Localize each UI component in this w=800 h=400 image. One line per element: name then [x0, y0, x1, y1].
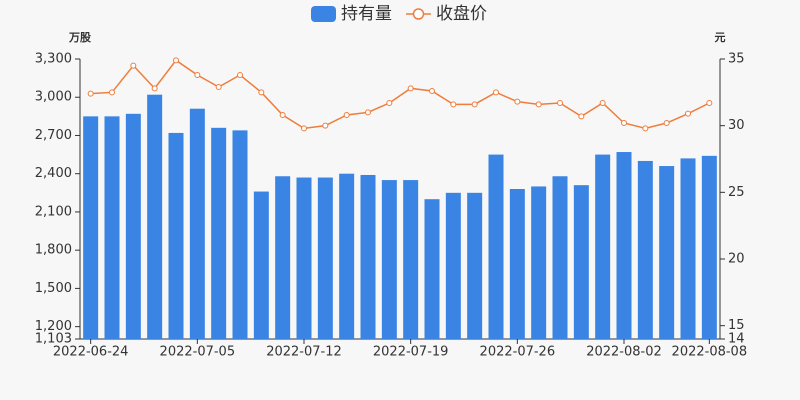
price-point [87, 90, 94, 97]
bar [83, 116, 99, 340]
y-tick-label: 2,100 [35, 204, 72, 219]
bar [275, 176, 291, 339]
x-tick-label: 2022-07-19 [373, 345, 449, 360]
price-point [151, 85, 158, 92]
price-point [407, 85, 414, 92]
price-point [215, 84, 222, 90]
bar [531, 186, 547, 339]
price-point [173, 57, 179, 64]
x-tick-label: 2022-07-26 [480, 345, 556, 360]
price-point [365, 109, 371, 116]
y2-tick-label: 25 [728, 185, 745, 200]
bar [360, 174, 376, 339]
price-point [706, 100, 713, 106]
price-point [514, 98, 521, 105]
x-tick-label: 2022-06-24 [53, 345, 129, 360]
bar [424, 199, 440, 339]
price-point [237, 72, 243, 78]
bar [659, 166, 675, 339]
bar [168, 132, 184, 339]
bar [317, 177, 333, 339]
y2-tick-label: 15 [728, 318, 745, 333]
y-tick-label: 2,400 [35, 166, 72, 181]
price-line [90, 59, 710, 130]
price-point [130, 62, 137, 69]
price-point [301, 125, 307, 132]
price-point [599, 100, 606, 106]
legend-swatch [412, 8, 425, 20]
y2-tick-label: 20 [728, 252, 745, 267]
y2-tick-label: 14 [728, 332, 745, 347]
price-point [279, 112, 286, 118]
legend-swatch [311, 6, 336, 22]
price-point [386, 100, 393, 106]
bar [616, 152, 632, 339]
price-point [194, 72, 201, 78]
bar [488, 154, 504, 339]
price-point [471, 101, 478, 108]
bar [104, 116, 120, 340]
y-unit: 万股 [68, 31, 92, 44]
bar [381, 180, 397, 339]
bar [211, 127, 227, 339]
price-point [685, 110, 691, 117]
bar [125, 113, 141, 339]
y-tick-label: 3,000 [35, 90, 72, 105]
price-point [450, 101, 457, 108]
y-tick-label: 1,800 [35, 243, 72, 258]
x-tick-label: 2022-08-02 [586, 345, 662, 360]
y-tick-label: 3,300 [35, 52, 72, 67]
y2-tick-label: 30 [728, 118, 745, 133]
price-point [621, 120, 627, 126]
price-point [429, 88, 435, 94]
price-point [258, 89, 265, 96]
x-tick-label: 2022-08-08 [672, 345, 748, 360]
price-point [109, 89, 115, 96]
bar [189, 108, 205, 340]
price-point [642, 125, 649, 132]
price-point [322, 122, 329, 129]
bar [595, 154, 611, 339]
bar [147, 94, 163, 339]
y-tick-label: 1,200 [35, 319, 72, 334]
price-point [343, 112, 350, 118]
price-point [557, 100, 563, 106]
y-tick-label: 1,103 [35, 332, 72, 347]
bar [701, 155, 717, 339]
x-tick-label: 2022-07-12 [266, 345, 342, 360]
bar [552, 176, 568, 339]
y-tick-label: 1,500 [35, 281, 72, 296]
bar [680, 158, 696, 339]
bar [232, 130, 248, 339]
price-point [493, 89, 499, 96]
y-tick-label: 2,700 [35, 128, 72, 143]
bar [467, 192, 483, 339]
bar [445, 192, 461, 339]
bar [637, 160, 653, 339]
legend-label: 收盘价 [436, 4, 487, 24]
price-point [578, 113, 585, 120]
price-point [663, 120, 670, 126]
bar [296, 177, 312, 339]
bar [253, 191, 269, 339]
bar [403, 180, 419, 339]
legend-label: 持有量 [341, 4, 392, 24]
bar [339, 173, 355, 339]
bar [573, 185, 589, 339]
x-tick-label: 2022-07-05 [160, 345, 236, 360]
y2-tick-label: 35 [728, 52, 745, 67]
y2-unit: 元 [715, 31, 726, 44]
bar [509, 188, 525, 339]
price-point [535, 101, 542, 108]
